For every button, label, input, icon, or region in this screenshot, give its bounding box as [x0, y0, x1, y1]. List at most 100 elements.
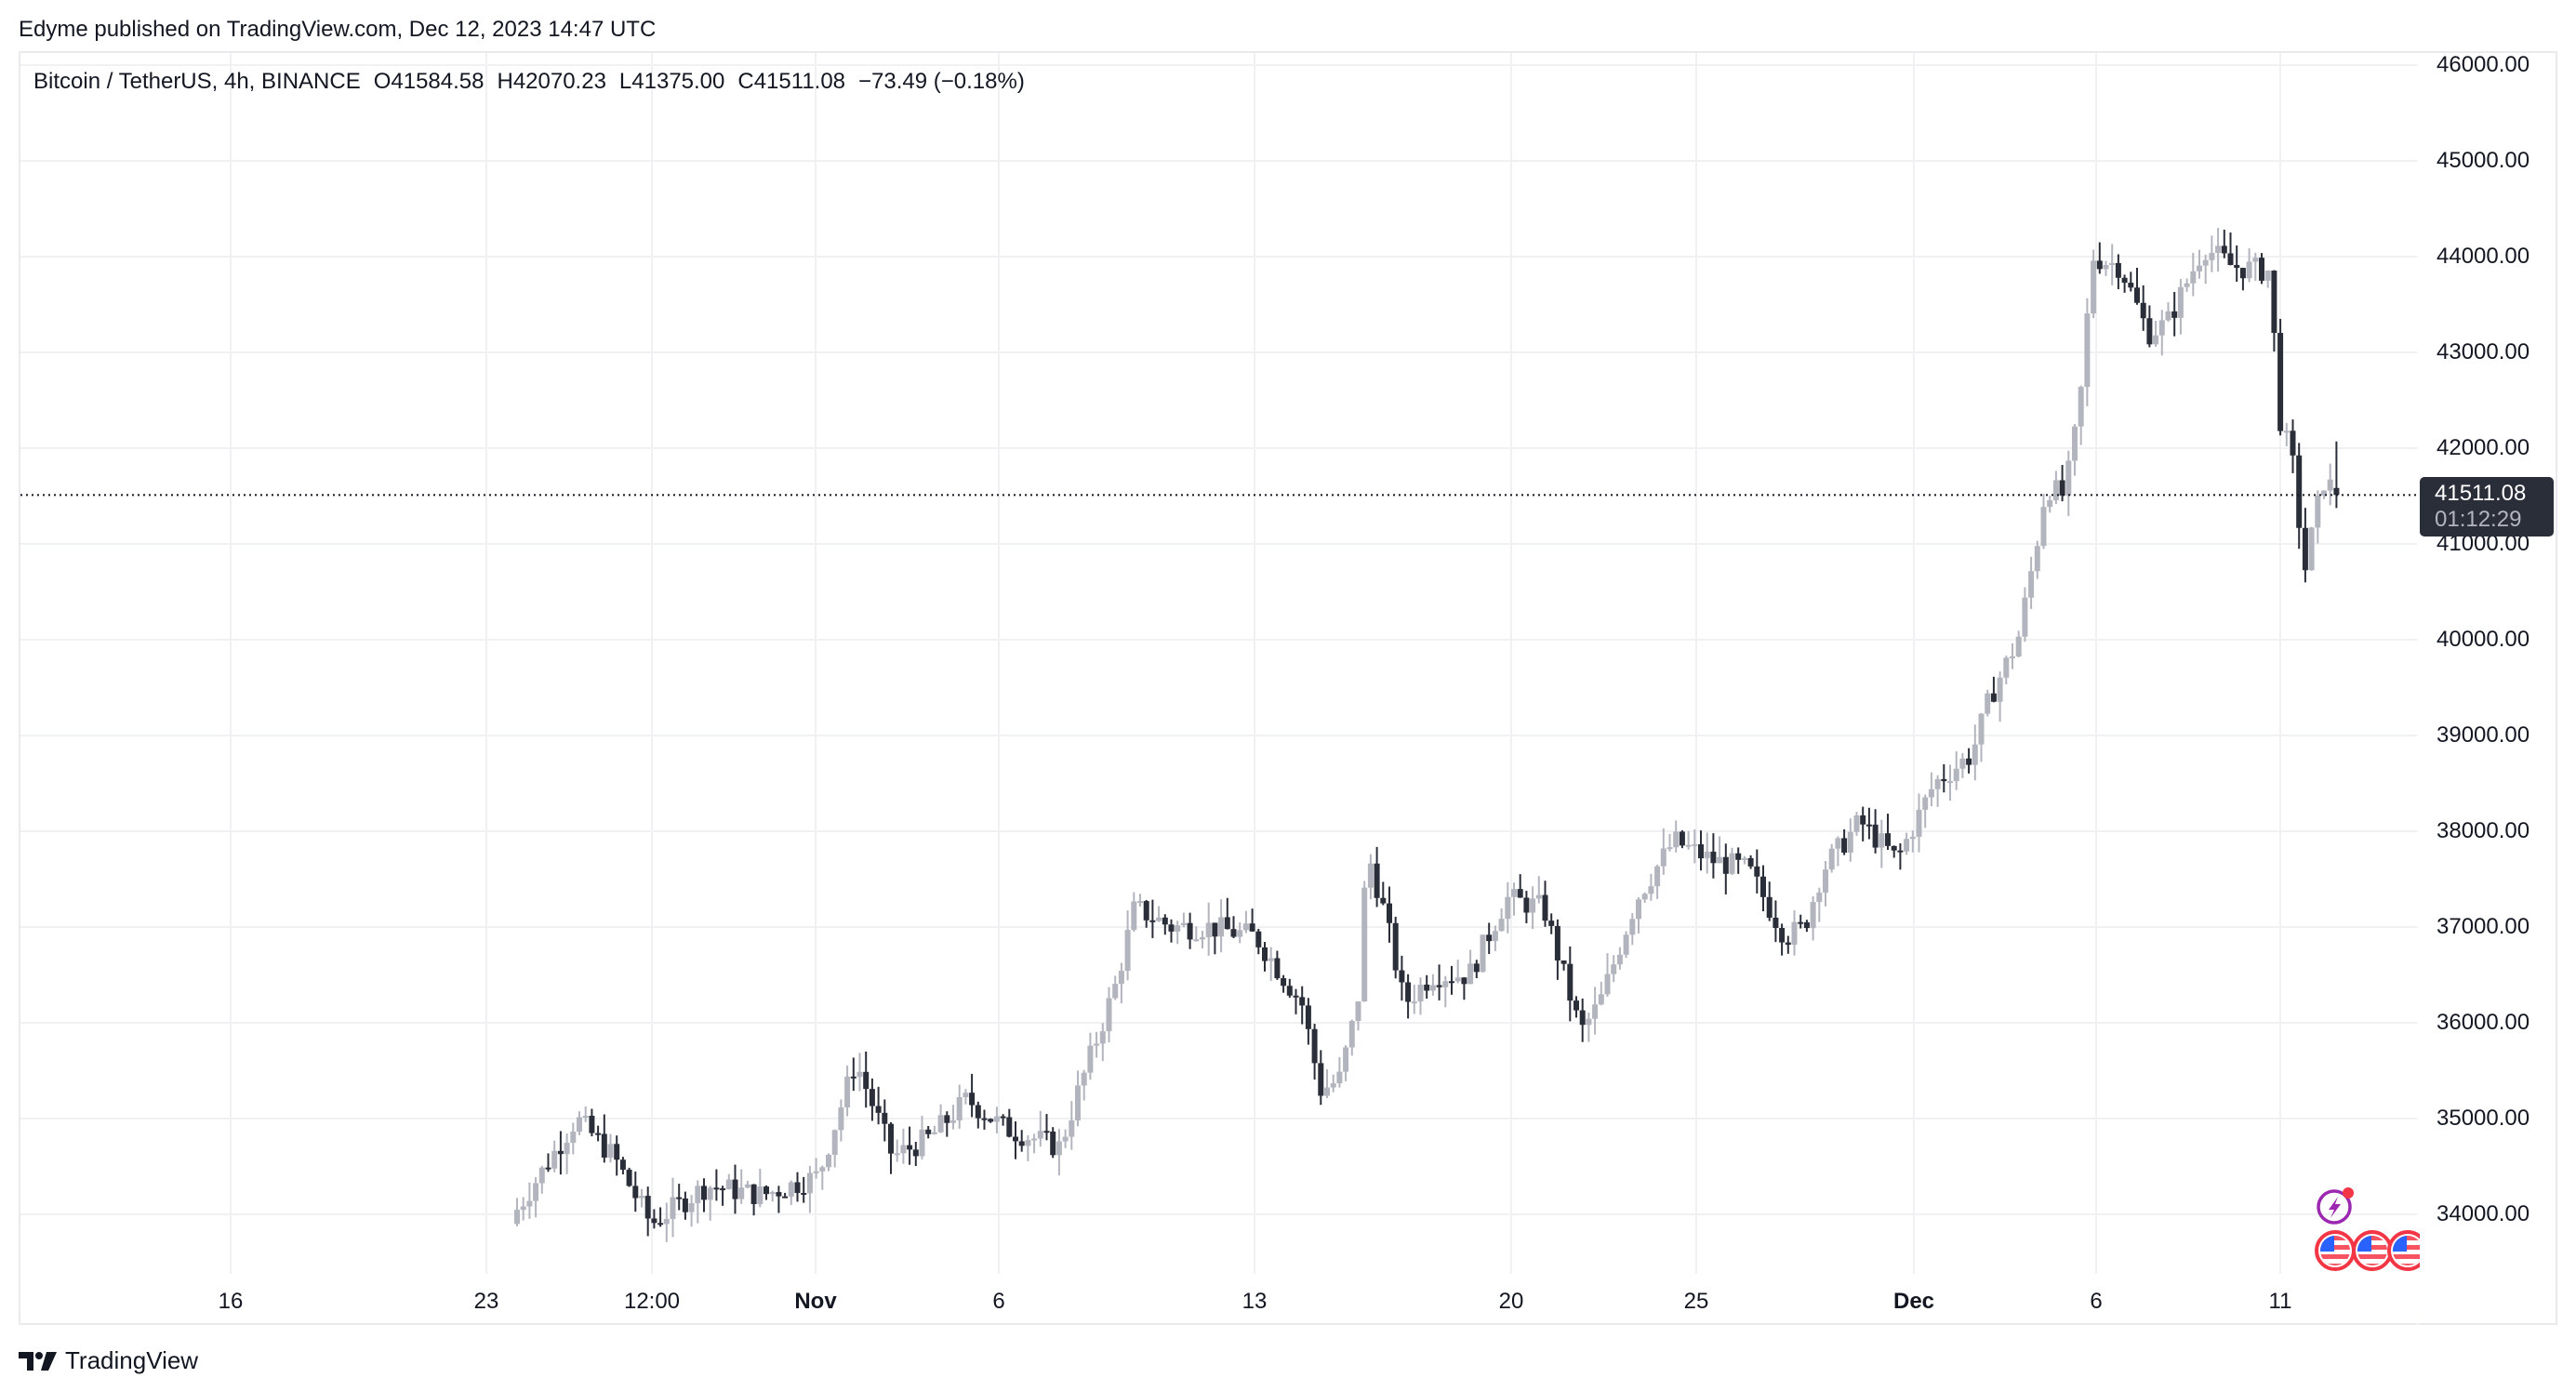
candle-body: [589, 1115, 595, 1133]
candle-body: [651, 1218, 657, 1224]
candle-body: [1567, 963, 1573, 1001]
candle-body: [1087, 1045, 1094, 1073]
candle-body: [1934, 778, 1941, 789]
candle-body: [1405, 982, 1412, 1002]
candle-body: [1773, 917, 1779, 929]
candle-body: [1741, 857, 1747, 860]
candle-body: [2239, 268, 2246, 279]
candle-body: [1692, 844, 1698, 847]
tradingview-logo[interactable]: TradingView: [19, 1346, 198, 1375]
candle-wick: [678, 1184, 681, 1211]
candle-body: [1623, 934, 1629, 955]
candle-wick: [740, 1169, 743, 1204]
candle-body: [1747, 857, 1754, 867]
candle-body: [1791, 921, 1798, 946]
candle-body: [1417, 984, 1424, 1002]
candle-body: [582, 1115, 589, 1118]
candle-body: [1473, 963, 1480, 973]
time-tick-label: 16: [218, 1289, 244, 1314]
candle-body: [2003, 657, 2010, 678]
candle-body: [1355, 1000, 1361, 1022]
candle-body: [1149, 920, 1156, 922]
candle-body: [1367, 863, 1374, 888]
candle-body: [682, 1198, 688, 1212]
candle-wick: [584, 1106, 587, 1122]
candle-body: [1685, 844, 1692, 847]
candle-body: [1598, 994, 1604, 1005]
candle-body: [801, 1192, 807, 1195]
candle-wick: [1226, 897, 1228, 930]
candle-body: [838, 1107, 844, 1131]
candle-body: [1666, 847, 1673, 850]
candle-body: [2128, 283, 2134, 288]
candle-body: [1779, 928, 1786, 943]
candle-body: [619, 1159, 626, 1170]
candle-wick: [1182, 912, 1185, 928]
candle-body: [663, 1218, 670, 1225]
us-flag-icon[interactable]: [2314, 1229, 2357, 1272]
candle-body: [1299, 997, 1306, 1006]
candle-wick: [1176, 921, 1179, 945]
candle-body: [626, 1169, 632, 1186]
symbol-title[interactable]: Bitcoin / TetherUS, 4h, BINANCE: [33, 69, 361, 94]
candle-wick: [1737, 847, 1740, 874]
candle-wick: [2204, 254, 2207, 285]
price-tick-label: 34000.00: [2437, 1201, 2530, 1226]
candle-wick: [1899, 842, 1902, 870]
candle-body: [1180, 922, 1187, 926]
candle-wick: [1382, 881, 1385, 906]
candle-body: [545, 1167, 551, 1170]
candle-body: [2140, 302, 2146, 319]
us-flag-icon[interactable]: [2351, 1229, 2394, 1272]
candle-wick: [1451, 965, 1453, 995]
time-tick-label: 6: [992, 1289, 1005, 1314]
candle-body: [2283, 431, 2290, 433]
price-tick-label: 38000.00: [2437, 818, 2530, 843]
candle-body: [1554, 925, 1560, 960]
candle-body: [2221, 245, 2227, 254]
candle-body: [1909, 836, 1916, 840]
candle-body: [1293, 995, 1299, 998]
candle-wick: [1892, 845, 1895, 858]
candle-body: [1679, 831, 1685, 846]
candle-body: [725, 1179, 732, 1189]
candle-body: [2091, 260, 2097, 314]
lightning-event-icon[interactable]: [2316, 1185, 2357, 1225]
chart-frame[interactable]: [19, 51, 2557, 1325]
candle-body: [1985, 693, 1991, 714]
candle-body: [1636, 899, 1641, 920]
candle-body: [1997, 677, 2003, 702]
candle-body: [2028, 571, 2035, 598]
candle-wick: [877, 1086, 880, 1125]
candle-body: [1810, 902, 1816, 929]
candle-body: [1735, 853, 1742, 860]
candle-body: [1548, 921, 1555, 926]
candle-body: [1442, 981, 1449, 987]
candle-body: [1124, 930, 1131, 972]
candle-wick: [821, 1165, 824, 1190]
candle-body: [577, 1117, 582, 1132]
candle-body: [1542, 894, 1548, 921]
candle-wick: [2123, 274, 2126, 293]
price-tick-label: 39000.00: [2437, 722, 2530, 748]
candle-wick: [1600, 981, 1602, 1006]
candle-body: [919, 1129, 925, 1157]
candle-body: [757, 1186, 764, 1204]
candle-body: [1654, 866, 1661, 887]
candle-body: [2103, 264, 2109, 270]
candle-body: [2227, 253, 2234, 266]
candle-body: [1286, 986, 1293, 996]
us-flag-icon[interactable]: [2386, 1229, 2420, 1272]
candle-body: [1212, 922, 1218, 937]
candle-body: [1941, 778, 1947, 782]
candle-body: [1461, 977, 1467, 985]
candle-body: [1025, 1140, 1031, 1146]
candle-wick: [1887, 814, 1889, 851]
candle-body: [1523, 897, 1530, 913]
candle-wick: [815, 1158, 817, 1179]
candle-body: [1860, 815, 1866, 825]
candle-body: [1841, 838, 1848, 854]
candle-body: [1966, 758, 1972, 765]
candle-body: [1075, 1085, 1081, 1121]
